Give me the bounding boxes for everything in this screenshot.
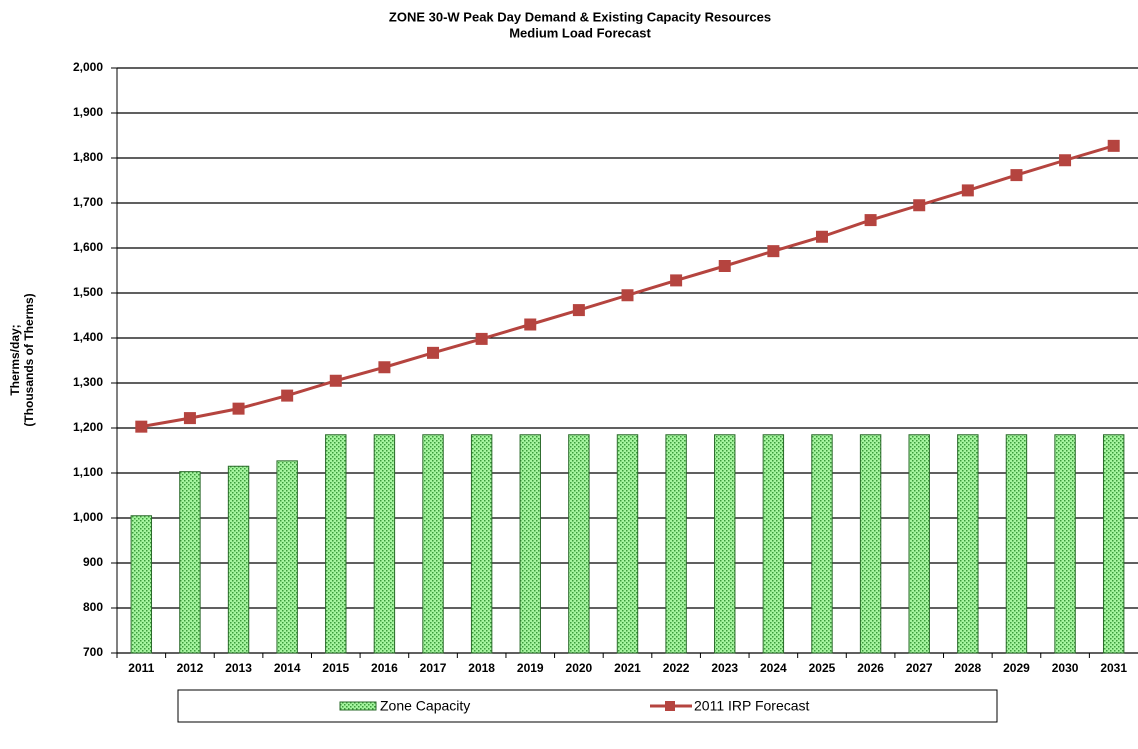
x-tick-label: 2030 — [1052, 661, 1079, 675]
marker — [475, 332, 488, 345]
x-tick-label: 2016 — [371, 661, 398, 675]
y-axis-label-line: (Thousands of Therms) — [22, 293, 36, 426]
marker — [1107, 139, 1120, 152]
marker — [1010, 169, 1023, 182]
chart-subtitle: Medium Load Forecast — [509, 25, 651, 40]
bar — [665, 434, 687, 654]
x-tick-label: 2027 — [906, 661, 933, 675]
y-tick-label: 900 — [83, 555, 103, 569]
y-tick-label: 1,300 — [73, 375, 103, 389]
marker — [767, 245, 780, 258]
y-tick-label: 1,900 — [73, 105, 103, 119]
y-tick-label: 1,000 — [73, 510, 103, 524]
marker — [1059, 154, 1072, 167]
legend-label: 2011 IRP Forecast — [694, 698, 810, 714]
marker — [232, 402, 245, 415]
bar — [1102, 434, 1125, 654]
y-tick-label: 1,700 — [73, 195, 103, 209]
y-axis-label: Therms/day; (Thousands of Therms) — [8, 293, 36, 426]
bar — [179, 471, 201, 654]
x-tick-label: 2020 — [566, 661, 593, 675]
marker — [135, 420, 148, 433]
y-tick-label: 800 — [83, 600, 103, 614]
y-tick-label: 1,800 — [73, 150, 103, 164]
x-tick-label: 2013 — [225, 661, 252, 675]
marker — [378, 361, 391, 374]
marker — [864, 214, 877, 227]
bar — [422, 434, 444, 654]
bar — [762, 434, 785, 654]
marker — [670, 274, 683, 287]
y-tick-label: 2,000 — [73, 60, 103, 74]
x-tick-label: 2014 — [274, 661, 301, 675]
y-axis-label-line: Therms/day; — [8, 324, 22, 395]
x-tick-label: 2028 — [954, 661, 981, 675]
marker — [524, 318, 537, 331]
legend-label: Zone Capacity — [380, 698, 470, 714]
bar — [714, 434, 736, 654]
y-tick-label: 700 — [83, 645, 103, 659]
legend-swatch — [665, 701, 675, 711]
x-tick-label: 2011 — [128, 661, 154, 675]
bar — [908, 434, 930, 654]
x-tick-label: 2029 — [1003, 661, 1030, 675]
marker — [329, 374, 342, 387]
bar — [859, 434, 882, 654]
x-tick-label: 2012 — [177, 661, 204, 675]
y-tick-label: 1,500 — [73, 285, 103, 299]
marker — [427, 346, 440, 359]
marker — [621, 289, 634, 302]
bar — [373, 434, 396, 654]
y-tick-label: 1,200 — [73, 420, 103, 434]
bar — [470, 434, 493, 654]
bar — [811, 434, 833, 654]
chart-title: ZONE 30-W Peak Day Demand & Existing Cap… — [389, 9, 771, 24]
x-tick-label: 2017 — [420, 661, 447, 675]
marker — [281, 389, 294, 402]
x-tick-label: 2021 — [614, 661, 641, 675]
x-tick-label: 2024 — [760, 661, 787, 675]
x-tick-label: 2025 — [809, 661, 836, 675]
marker — [572, 304, 585, 317]
marker — [815, 230, 828, 243]
x-tick-label: 2018 — [468, 661, 495, 675]
x-tick-label: 2026 — [857, 661, 884, 675]
bar — [130, 515, 153, 654]
bar — [227, 465, 250, 654]
x-tick-label: 2023 — [711, 661, 738, 675]
x-tick-label: 2031 — [1100, 661, 1127, 675]
x-tick-label: 2019 — [517, 661, 544, 675]
bar — [276, 460, 298, 654]
marker — [183, 412, 196, 425]
x-tick-label: 2022 — [663, 661, 690, 675]
x-tick-label: 2015 — [322, 661, 349, 675]
bar — [568, 434, 590, 654]
bar — [519, 434, 541, 654]
y-tick-label: 1,100 — [73, 465, 103, 479]
marker — [913, 199, 926, 212]
bar — [957, 434, 979, 654]
y-tick-label: 1,400 — [73, 330, 103, 344]
y-tick-label: 1,600 — [73, 240, 103, 254]
bar — [1005, 434, 1028, 654]
marker — [718, 260, 731, 272]
marker — [961, 184, 974, 197]
legend-box — [177, 689, 998, 723]
bar — [1054, 434, 1076, 654]
legend-swatch — [339, 701, 377, 711]
bar — [325, 434, 347, 654]
bar — [616, 434, 639, 654]
